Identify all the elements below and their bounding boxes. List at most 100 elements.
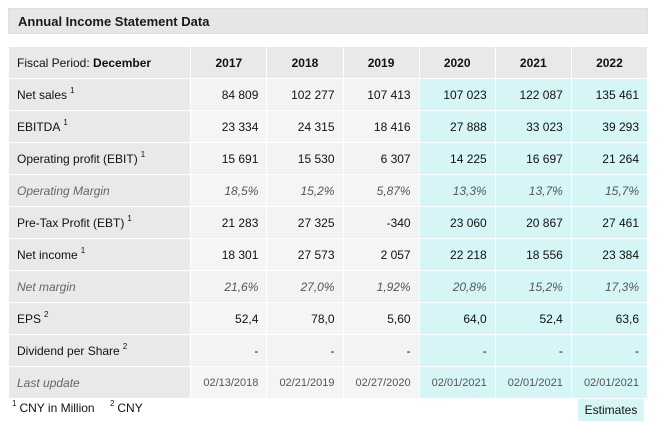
value-cell: 24 315 bbox=[266, 110, 344, 143]
value-cell: 16 697 bbox=[494, 142, 572, 175]
value-cell: 18 301 bbox=[190, 238, 268, 271]
value-cell: 39 293 bbox=[570, 110, 649, 143]
value-cell: 63,6 bbox=[570, 302, 649, 335]
row-label: EBITDA 1 bbox=[7, 110, 192, 143]
value-cell: 122 087 bbox=[494, 78, 572, 111]
table-row: Net margin 21,6% 27,0% 1,92% 20,8% 15,2% 17,3% bbox=[7, 270, 649, 303]
value-cell: 78,0 bbox=[266, 302, 344, 335]
value-cell: 02/01/2021 bbox=[418, 366, 496, 399]
value-cell: 107 413 bbox=[342, 78, 420, 111]
value-cell: 23 384 bbox=[570, 238, 649, 271]
value-cell: 1,92% bbox=[342, 270, 420, 303]
row-label: Dividend per Share 2 bbox=[7, 334, 192, 367]
value-cell: 52,4 bbox=[494, 302, 572, 335]
year-header-2017: 2017 bbox=[190, 46, 268, 79]
estimates-button[interactable]: Estimates bbox=[578, 399, 644, 421]
table-row: Dividend per Share 2- - - - - - bbox=[7, 334, 649, 367]
year-header-2021: 2021 bbox=[494, 46, 572, 79]
table-row: Last update 02/13/2018 02/21/2019 02/27/202… bbox=[7, 366, 649, 399]
footnote-1: 1 CNY in Million bbox=[12, 399, 95, 415]
table-row: Net income 1 18 301 27 573 2 057 22 218 18 556… bbox=[7, 238, 649, 271]
value-cell: 13,7% bbox=[494, 174, 572, 207]
value-cell: 27,0% bbox=[266, 270, 344, 303]
panel-title: Annual Income Statement Data bbox=[18, 14, 210, 29]
table-row: Pre-Tax Profit (EBT) 1 21 283 27 325 -340 23 … bbox=[7, 206, 649, 239]
table-row: Operating Margin 18,5% 15,2% 5,87% 13,3% 13,7… bbox=[7, 174, 649, 207]
value-cell: 02/13/2018 bbox=[190, 366, 268, 399]
value-cell: - bbox=[418, 334, 496, 367]
value-cell: 02/01/2021 bbox=[494, 366, 572, 399]
row-label: Net sales 1 bbox=[7, 78, 192, 111]
value-cell: 33 023 bbox=[494, 110, 572, 143]
year-header-2018: 2018 bbox=[266, 46, 344, 79]
table-row: EPS 2 52,4 78,0 5,60 64,0 52,4 63,6 bbox=[7, 302, 649, 335]
row-label: Last update bbox=[7, 366, 192, 399]
table-row: EBITDA 1 23 334 24 315 18 416 27 888 33 023 39 … bbox=[7, 110, 649, 143]
footnotes: 1 CNY in Million 2 CNY bbox=[12, 399, 155, 415]
value-cell: 14 225 bbox=[418, 142, 496, 175]
value-cell: 102 277 bbox=[266, 78, 344, 111]
value-cell: 27 573 bbox=[266, 238, 344, 271]
year-header-2019: 2019 bbox=[342, 46, 420, 79]
value-cell: 64,0 bbox=[418, 302, 496, 335]
value-cell: 22 218 bbox=[418, 238, 496, 271]
value-cell: 15 691 bbox=[190, 142, 268, 175]
footnote-mark: 2 bbox=[122, 342, 128, 351]
footnote-mark: 1 bbox=[127, 214, 132, 223]
value-cell: 27 461 bbox=[570, 206, 649, 239]
value-cell: 23 060 bbox=[418, 206, 496, 239]
row-label: EPS 2 bbox=[7, 302, 192, 335]
value-cell: - bbox=[342, 334, 420, 367]
value-cell: 15 530 bbox=[266, 142, 344, 175]
value-cell: 20 867 bbox=[494, 206, 572, 239]
footnote-2: 2 CNY bbox=[109, 399, 143, 415]
value-cell: 02/27/2020 bbox=[342, 366, 420, 399]
value-cell: 27 325 bbox=[266, 206, 344, 239]
year-header-2020: 2020 bbox=[418, 46, 496, 79]
value-cell: 6 307 bbox=[342, 142, 420, 175]
value-cell: 15,2% bbox=[494, 270, 572, 303]
value-cell: 18 556 bbox=[494, 238, 572, 271]
value-cell: 5,60 bbox=[342, 302, 420, 335]
footnote-mark: 1 bbox=[63, 118, 68, 127]
value-cell: 18 416 bbox=[342, 110, 420, 143]
income-statement-table: Fiscal Period: December 2017 2018 2019 2… bbox=[7, 46, 649, 399]
value-cell: 2 057 bbox=[342, 238, 420, 271]
value-cell: 84 809 bbox=[190, 78, 268, 111]
value-cell: - bbox=[494, 334, 572, 367]
value-cell: 5,87% bbox=[342, 174, 420, 207]
value-cell: 21 264 bbox=[570, 142, 649, 175]
value-cell: 27 888 bbox=[418, 110, 496, 143]
value-cell: 15,2% bbox=[266, 174, 344, 207]
value-cell: 21,6% bbox=[190, 270, 268, 303]
value-cell: 15,7% bbox=[570, 174, 649, 207]
value-cell: 21 283 bbox=[190, 206, 268, 239]
row-label: Operating Margin bbox=[7, 174, 192, 207]
value-cell: 17,3% bbox=[570, 270, 649, 303]
value-cell: - bbox=[266, 334, 344, 367]
value-cell: 02/01/2021 bbox=[570, 366, 649, 399]
table-row: Operating profit (EBIT) 1 15 691 15 530 6 30… bbox=[7, 142, 649, 175]
value-cell: 23 334 bbox=[190, 110, 268, 143]
footnote-mark: 2 bbox=[44, 310, 49, 319]
fiscal-period-label: Fiscal Period: December bbox=[7, 46, 192, 79]
panel-header: Annual Income Statement Data bbox=[8, 8, 648, 34]
row-label: Operating profit (EBIT) 1 bbox=[7, 142, 192, 175]
footnote-mark: 1 bbox=[70, 86, 75, 95]
table-row: Net sales 1 84 809 102 277 107 413 107 023 122… bbox=[7, 78, 649, 111]
row-label: Net margin bbox=[7, 270, 192, 303]
value-cell: 135 461 bbox=[570, 78, 649, 111]
value-cell: 13,3% bbox=[418, 174, 496, 207]
value-cell: - bbox=[570, 334, 649, 367]
value-cell: 107 023 bbox=[418, 78, 496, 111]
value-cell: 18,5% bbox=[190, 174, 268, 207]
value-cell: 20,8% bbox=[418, 270, 496, 303]
footnote-mark: 1 bbox=[80, 246, 86, 255]
value-cell: 52,4 bbox=[190, 302, 268, 335]
footnote-mark: 1 bbox=[140, 150, 146, 159]
value-cell: -340 bbox=[342, 206, 420, 239]
header-row: Fiscal Period: December 2017 2018 2019 2… bbox=[7, 46, 649, 79]
year-header-2022: 2022 bbox=[570, 46, 649, 79]
value-cell: 02/21/2019 bbox=[266, 366, 344, 399]
row-label: Pre-Tax Profit (EBT) 1 bbox=[7, 206, 192, 239]
